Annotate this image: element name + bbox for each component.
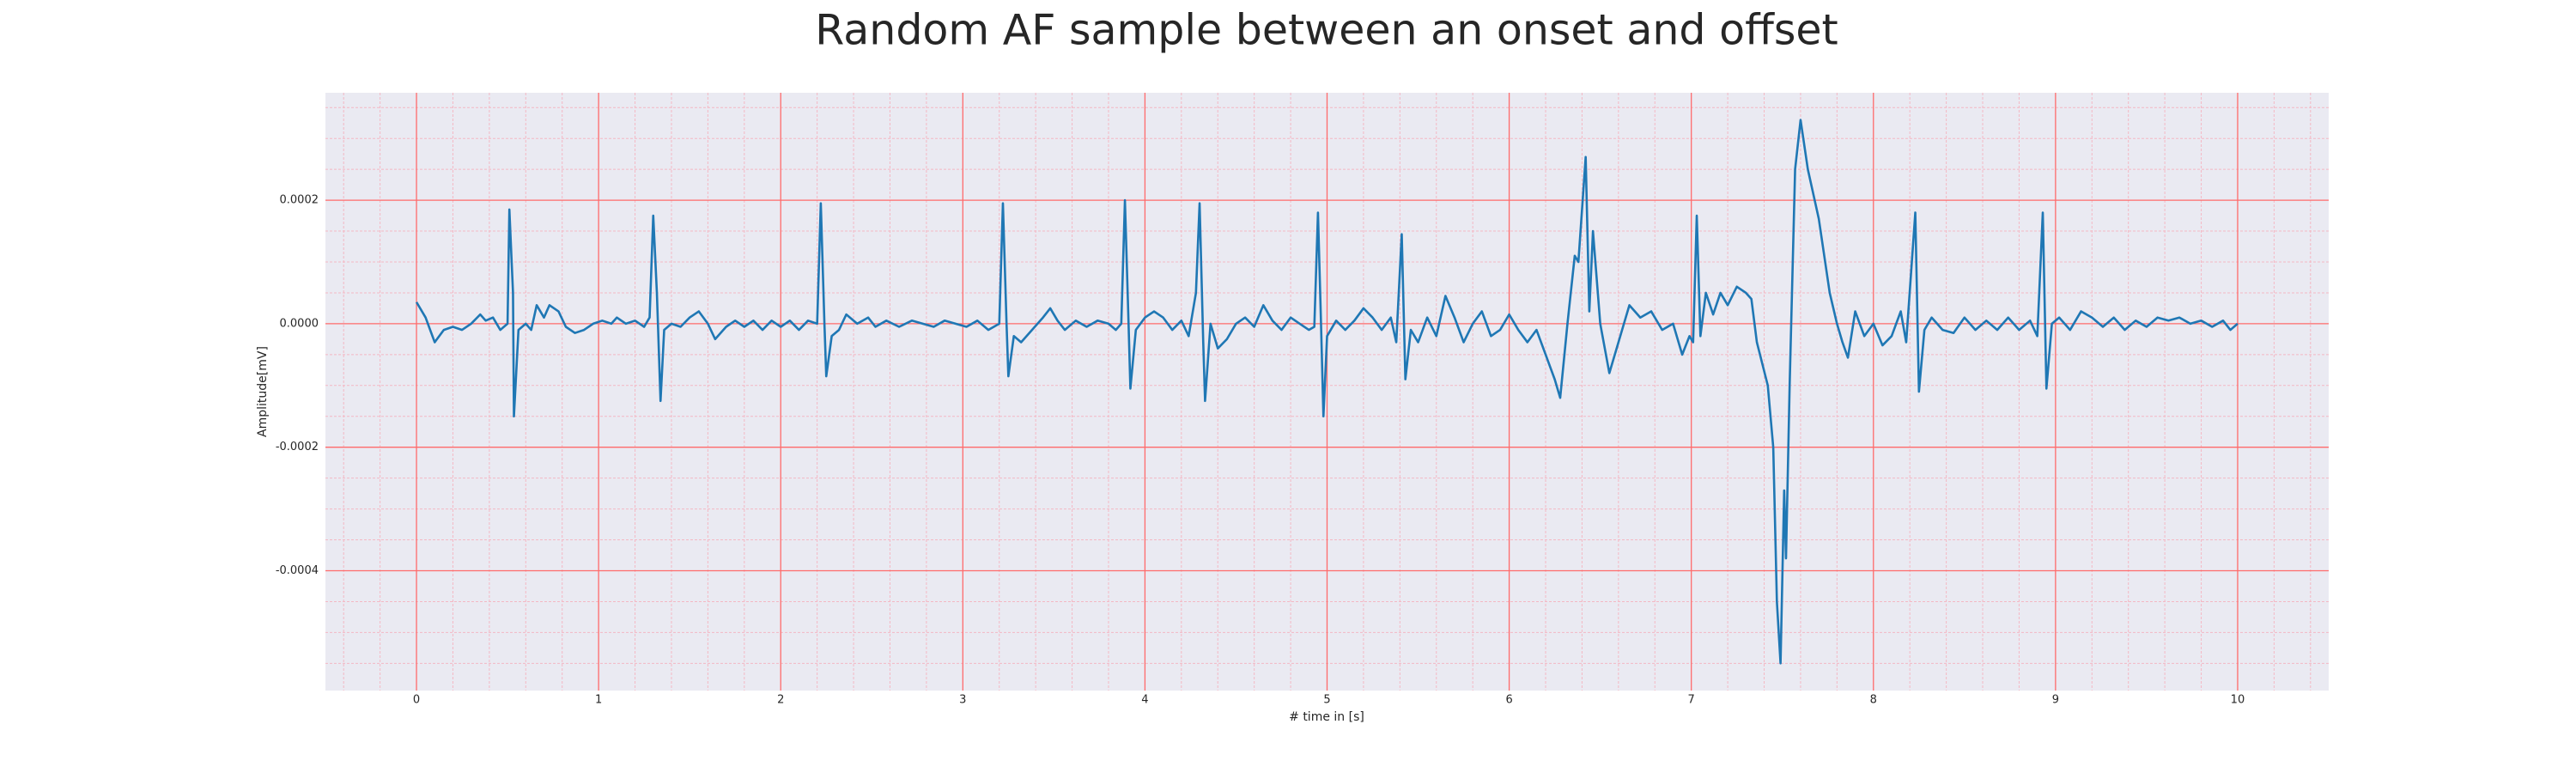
x-tick-label: 5 bbox=[1323, 694, 1330, 707]
y-axis-label: Amplitude[mV] bbox=[256, 346, 270, 437]
y-tick-label: 0.0000 bbox=[280, 317, 319, 330]
x-tick-label: 7 bbox=[1688, 694, 1695, 707]
x-tick-label: 2 bbox=[777, 694, 784, 707]
y-tick-label: -0.0004 bbox=[276, 564, 319, 577]
chart-title: Random AF sample between an onset and of… bbox=[815, 6, 1838, 55]
x-tick-label: 4 bbox=[1141, 694, 1148, 707]
x-tick-label: 6 bbox=[1505, 694, 1512, 707]
y-tick-label: 0.0002 bbox=[280, 194, 319, 207]
x-tick-label: 0 bbox=[413, 694, 420, 707]
x-axis-label: # time in [s] bbox=[1289, 710, 1364, 724]
x-tick-label: 1 bbox=[595, 694, 602, 707]
x-tick-label: 8 bbox=[1870, 694, 1877, 707]
x-tick-label: 9 bbox=[2052, 694, 2059, 707]
x-tick-label: 10 bbox=[2231, 694, 2245, 707]
y-tick-label: -0.0002 bbox=[276, 441, 319, 453]
x-tick-label: 3 bbox=[959, 694, 966, 707]
signal-line bbox=[415, 119, 2239, 665]
